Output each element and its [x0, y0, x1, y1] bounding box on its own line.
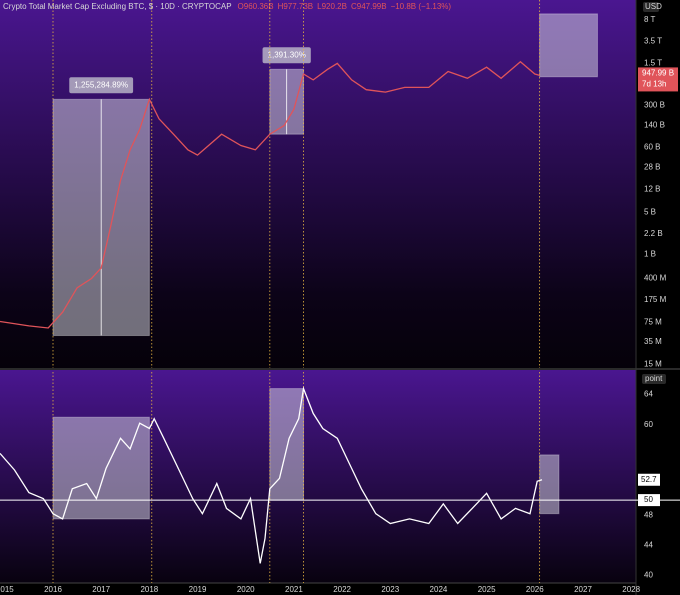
x-tick-label: 2028 [622, 585, 640, 594]
price-label: 947.99 B [642, 69, 674, 78]
y-tick-label: 400 M [644, 274, 667, 283]
y-tick-label: 75 M [644, 317, 662, 326]
series-line [0, 60, 540, 329]
y-tick-label: 300 B [644, 101, 665, 110]
x-tick-label: 2018 [140, 585, 158, 594]
x-tick-label: 2025 [478, 585, 496, 594]
y-tick-label: 1 B [644, 250, 656, 259]
range-label-box [262, 47, 311, 64]
x-tick-label: 2024 [430, 585, 448, 594]
unit-label: point [645, 374, 663, 383]
y-tick-label: 60 [644, 420, 653, 429]
x-tick-label: 2016 [44, 585, 62, 594]
y-tick-label: 60 B [644, 143, 660, 152]
x-tick-label: 2019 [189, 585, 207, 594]
ohlc-value: H977.73B [278, 2, 314, 11]
x-tick-label: 2023 [381, 585, 399, 594]
y-tick-label: 8 T [644, 15, 656, 24]
ohlc-value: −10.8B (−1.13%) [391, 2, 452, 11]
range-label-box [69, 77, 134, 94]
y-tick-label: 15 M [644, 359, 662, 368]
y-tick-label: 140 B [644, 121, 665, 130]
range-label: 1,255,284.89% [74, 80, 128, 89]
currency-box [643, 2, 659, 12]
y-tick-label: 2.2 B [644, 229, 663, 238]
range-zone [539, 454, 560, 515]
range-label: 1,391.30% [268, 50, 306, 59]
ohlc-value: C947.99B [351, 2, 387, 11]
x-tick-label: 2021 [285, 585, 303, 594]
range-zone [269, 388, 305, 501]
x-tick-label: 2026 [526, 585, 544, 594]
level-label-box [638, 494, 660, 507]
y-tick-label: 175 M [644, 295, 667, 304]
y-tick-label: 28 B [644, 163, 660, 172]
countdown-label: 7d 13h [642, 80, 666, 89]
x-tick-label: 2017 [92, 585, 110, 594]
last-value-label: 52.7 [641, 475, 657, 484]
last-value-box [638, 473, 660, 486]
header-title: Crypto Total Market Cap Excluding BTC, $… [3, 2, 232, 11]
y-tick-label: 48 [644, 510, 653, 519]
y-tick-label: 40 [644, 571, 653, 580]
range-zone [539, 13, 598, 78]
x-tick-label: 2022 [333, 585, 351, 594]
ohlc-value: O960.36B [238, 2, 274, 11]
ohlc-value: L920.2B [317, 2, 347, 11]
y-tick-label: 1.5 T [644, 59, 662, 68]
currency-label: USD [645, 2, 662, 11]
y-tick-label: 5 B [644, 208, 656, 217]
price-label-box [638, 67, 678, 92]
y-tick-label: 12 B [644, 185, 660, 194]
unit-box [642, 374, 666, 384]
range-zone [52, 416, 150, 520]
x-tick-label: 2015 [0, 585, 14, 594]
series-line [0, 386, 543, 564]
y-tick-label: 64 [644, 390, 653, 399]
y-tick-label: 3.5 T [644, 36, 662, 45]
y-tick-label: 44 [644, 540, 653, 549]
level-label: 50 [644, 495, 653, 504]
y-tick-label: 35 M [644, 337, 662, 346]
x-tick-label: 2027 [574, 585, 592, 594]
x-tick-label: 2020 [237, 585, 255, 594]
header: Crypto Total Market Cap Excluding BTC, $… [3, 2, 232, 11]
